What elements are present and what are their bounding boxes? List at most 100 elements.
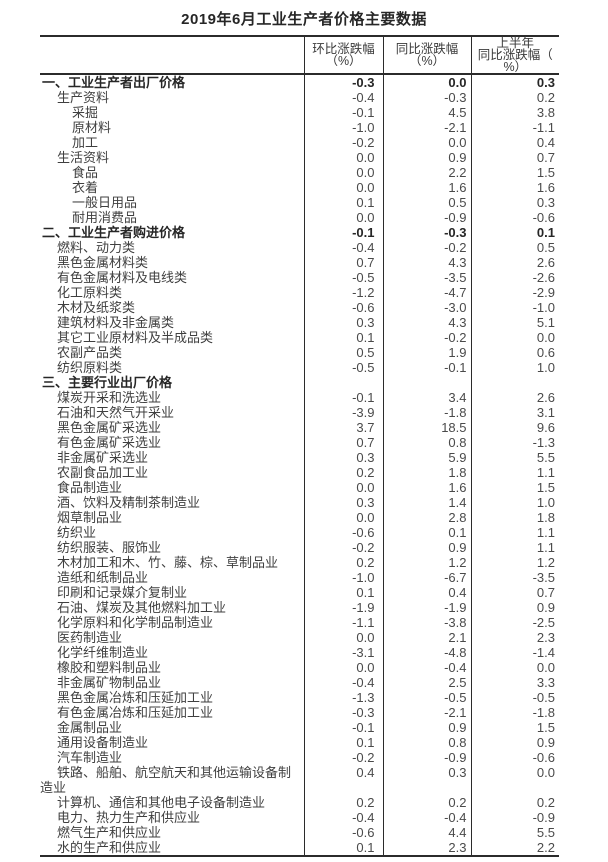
table-row: 铁路、船舶、航空航天和其他运输设备制造业 0.4 0.3 0.0 bbox=[40, 765, 559, 795]
row-value: 1.0 bbox=[470, 495, 559, 510]
table-row: 一般日用品 0.1 0.5 0.3 bbox=[40, 195, 559, 210]
row-value: 2.6 bbox=[470, 390, 559, 405]
table-row: 水的生产和供应业 0.1 2.3 2.2 bbox=[40, 840, 559, 856]
row-value: -1.2 bbox=[303, 285, 383, 300]
row-value: 0.1 bbox=[382, 525, 471, 540]
row-value: 1.1 bbox=[470, 540, 559, 555]
row-value: 1.9 bbox=[382, 345, 471, 360]
row-label: 有色金属冶炼和压延加工业 bbox=[57, 705, 214, 720]
row-value: 5.5 bbox=[470, 825, 559, 840]
row-value: 2.6 bbox=[470, 255, 559, 270]
row-value: -0.4 bbox=[303, 240, 383, 255]
row-value: -3.1 bbox=[303, 645, 383, 660]
row-label: 燃气生产和供应业 bbox=[57, 825, 162, 840]
row-value: 2.2 bbox=[470, 840, 559, 856]
row-value: 0.5 bbox=[303, 345, 383, 360]
row-value: 1.0 bbox=[470, 360, 559, 375]
row-value: 4.3 bbox=[382, 255, 471, 270]
row-label: 其它工业原材料及半成品类 bbox=[57, 330, 214, 345]
row-value: -0.2 bbox=[303, 135, 383, 150]
row-label: 食品制造业 bbox=[57, 480, 123, 495]
row-value: 0.1 bbox=[470, 225, 559, 240]
row-value bbox=[470, 375, 559, 390]
row-label: 通用设备制造业 bbox=[57, 735, 149, 750]
row-label: 非金属矿物制品业 bbox=[57, 675, 162, 690]
row-label: 农副食品加工业 bbox=[57, 465, 149, 480]
table-row: 非金属矿物制品业 -0.4 2.5 3.3 bbox=[40, 675, 559, 690]
row-label: 印刷和记录媒介复制业 bbox=[57, 585, 188, 600]
row-value: -0.5 bbox=[303, 270, 383, 285]
row-value: 2.3 bbox=[382, 840, 471, 856]
table-row: 通用设备制造业 0.1 0.8 0.9 bbox=[40, 735, 559, 750]
row-value: -0.9 bbox=[470, 810, 559, 825]
table-row: 生产资料 -0.4 -0.3 0.2 bbox=[40, 90, 559, 105]
row-value: 0.9 bbox=[382, 720, 471, 735]
row-value: 0.2 bbox=[303, 795, 383, 810]
row-value: 0.3 bbox=[382, 765, 471, 795]
row-value: -0.9 bbox=[382, 210, 471, 225]
page-title: 2019年6月工业生产者价格主要数据 bbox=[181, 11, 427, 28]
row-label: 铁路、船舶、航空航天和其他运输设备制造业 bbox=[40, 765, 292, 795]
row-value: -0.4 bbox=[382, 810, 471, 825]
table-row: 农副食品加工业 0.2 1.8 1.1 bbox=[40, 465, 559, 480]
row-value: 4.5 bbox=[382, 105, 471, 120]
row-value: -1.9 bbox=[303, 600, 383, 615]
table-row: 三、主要行业出厂价格 bbox=[40, 375, 559, 390]
table-row: 有色金属矿采选业 0.7 0.8 -1.3 bbox=[40, 435, 559, 450]
row-value: -0.2 bbox=[382, 330, 471, 345]
table-row: 黑色金属材料类 0.7 4.3 2.6 bbox=[40, 255, 559, 270]
row-value bbox=[382, 375, 471, 390]
row-value: 0.0 bbox=[303, 660, 383, 675]
table-row: 石油、煤炭及其他燃料加工业 -1.9 -1.9 0.9 bbox=[40, 600, 559, 615]
row-value: -0.6 bbox=[303, 300, 383, 315]
row-value: 0.9 bbox=[470, 735, 559, 750]
row-value: -0.1 bbox=[303, 225, 383, 240]
row-label: 黑色金属冶炼和压延加工业 bbox=[57, 690, 214, 705]
table-container: 环比涨跌幅 （%） 同比涨跌幅 （%） 上半年 同比涨跌幅（ %） 一、工业生产… bbox=[40, 35, 559, 857]
table-row: 纺织业 -0.6 0.1 1.1 bbox=[40, 525, 559, 540]
table-row: 烟草制品业 0.0 2.8 1.8 bbox=[40, 510, 559, 525]
row-label: 燃料、动力类 bbox=[57, 240, 136, 255]
row-value: -0.9 bbox=[382, 750, 471, 765]
row-value: -0.6 bbox=[470, 210, 559, 225]
row-label: 建筑材料及非金属类 bbox=[57, 315, 175, 330]
row-value: -0.2 bbox=[303, 540, 383, 555]
row-value: 0.5 bbox=[470, 240, 559, 255]
row-label: 化学原料和化学制品制造业 bbox=[57, 615, 214, 630]
row-value: 0.5 bbox=[382, 195, 471, 210]
col-header-h1-yoy-change: 上半年 同比涨跌幅（ %） bbox=[470, 36, 559, 75]
row-value: 0.7 bbox=[470, 150, 559, 165]
row-label: 橡胶和塑料制品业 bbox=[57, 660, 162, 675]
row-value: 0.3 bbox=[303, 495, 383, 510]
row-value: 2.1 bbox=[382, 630, 471, 645]
table-row: 橡胶和塑料制品业 0.0 -0.4 0.0 bbox=[40, 660, 559, 675]
row-value: -0.1 bbox=[382, 360, 471, 375]
row-value: -2.9 bbox=[470, 285, 559, 300]
row-value: -1.3 bbox=[303, 690, 383, 705]
table-row: 黑色金属冶炼和压延加工业 -1.3 -0.5 -0.5 bbox=[40, 690, 559, 705]
table-row: 计算机、通信和其他电子设备制造业 0.2 0.2 0.2 bbox=[40, 795, 559, 810]
row-value: -2.5 bbox=[470, 615, 559, 630]
table-row: 木材加工和木、竹、藤、棕、草制品业 0.2 1.2 1.2 bbox=[40, 555, 559, 570]
row-value: -1.9 bbox=[382, 600, 471, 615]
row-value: 0.0 bbox=[470, 330, 559, 345]
table-row: 有色金属冶炼和压延加工业 -0.3 -2.1 -1.8 bbox=[40, 705, 559, 720]
table-row: 电力、热力生产和供应业 -0.4 -0.4 -0.9 bbox=[40, 810, 559, 825]
row-value: 0.2 bbox=[470, 795, 559, 810]
row-value: 1.8 bbox=[382, 465, 471, 480]
row-value: 0.0 bbox=[303, 210, 383, 225]
row-label: 三、主要行业出厂价格 bbox=[42, 375, 173, 390]
table-row: 纺织服装、服饰业 -0.2 0.9 1.1 bbox=[40, 540, 559, 555]
row-value: -1.0 bbox=[303, 570, 383, 585]
table-row: 非金属矿采选业 0.3 5.9 5.5 bbox=[40, 450, 559, 465]
row-value: 0.0 bbox=[303, 480, 383, 495]
row-value: 0.1 bbox=[303, 840, 383, 856]
row-value: 0.3 bbox=[303, 450, 383, 465]
table-row: 化学纤维制造业 -3.1 -4.8 -1.4 bbox=[40, 645, 559, 660]
row-value: -6.7 bbox=[382, 570, 471, 585]
table-row: 印刷和记录媒介复制业 0.1 0.4 0.7 bbox=[40, 585, 559, 600]
row-value: 1.1 bbox=[470, 465, 559, 480]
table-row: 一、工业生产者出厂价格 -0.3 0.0 0.3 bbox=[40, 74, 559, 90]
row-value: -0.4 bbox=[382, 660, 471, 675]
row-value: 5.1 bbox=[470, 315, 559, 330]
